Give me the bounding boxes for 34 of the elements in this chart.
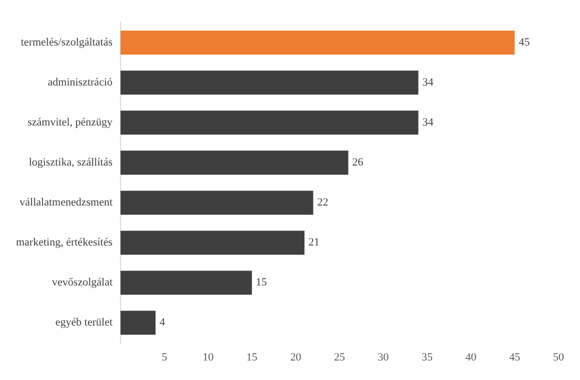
y-tick-label: vállalatmenedzsment (20, 196, 113, 209)
bar (120, 30, 515, 55)
x-tick-label: 35 (422, 351, 434, 364)
y-tick-label: adminisztráció (48, 76, 114, 89)
bar (120, 190, 314, 215)
x-tick-label: 20 (290, 351, 302, 364)
bar (120, 150, 348, 175)
x-tick-label: 5 (162, 351, 168, 364)
y-tick-label: egyéb terület (55, 316, 113, 329)
bar (120, 110, 418, 135)
data-label: 4 (160, 316, 166, 329)
y-tick-label: termelés/szolgáltatás (20, 36, 113, 49)
x-tick-label: 10 (202, 351, 214, 364)
x-tick-label: 45 (509, 351, 521, 364)
bar (120, 310, 156, 335)
x-tick-label: 25 (334, 351, 346, 364)
x-tick-label: 40 (465, 351, 477, 364)
bar (120, 230, 304, 255)
data-label: 34 (422, 116, 434, 129)
y-tick-label: marketing, értékesítés (16, 236, 113, 249)
bar (120, 270, 252, 295)
data-label: 45 (518, 36, 530, 49)
data-label: 26 (352, 156, 364, 169)
data-label: 22 (317, 196, 328, 209)
data-label: 34 (422, 76, 434, 89)
y-tick-label: logisztika, szállítás (28, 156, 113, 169)
x-tick-label: 30 (378, 351, 390, 364)
data-label: 15 (256, 276, 268, 289)
x-tick-label: 15 (246, 351, 258, 364)
bar (120, 70, 418, 95)
x-tick-label: 50 (553, 351, 564, 364)
y-tick-label: számvitel, pénzügy (28, 116, 114, 129)
y-tick-label: vevőszolgálat (52, 276, 113, 289)
data-label: 21 (308, 236, 320, 249)
